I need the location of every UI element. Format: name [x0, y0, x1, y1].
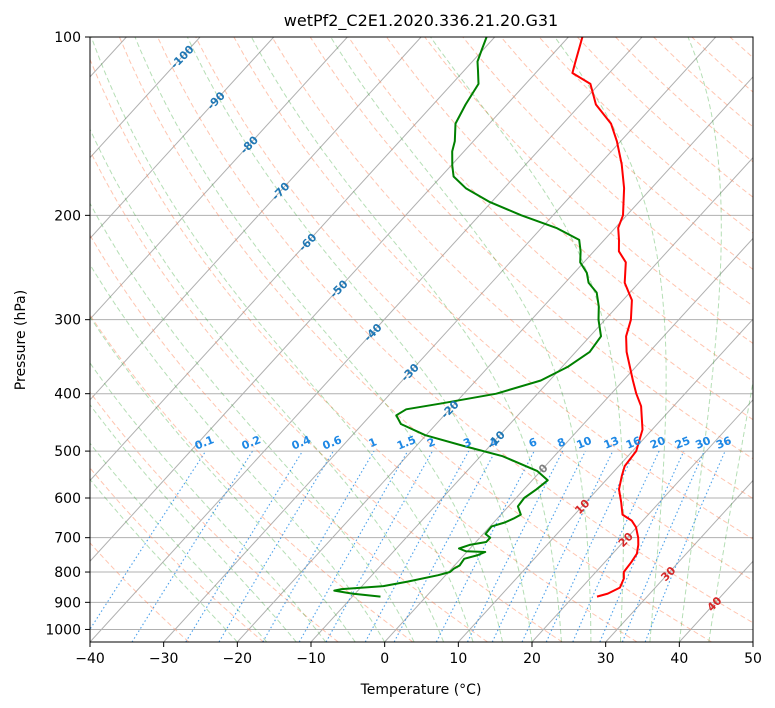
isotherm-line: [384, 237, 753, 642]
y-tick-label: 800: [54, 565, 81, 581]
x-tick-label: −10: [296, 651, 326, 667]
dry-adiabat-line: [90, 58, 638, 642]
mixing-ratio-line: [572, 450, 660, 642]
x-tick-label: 20: [523, 651, 541, 667]
dry-adiabat-line: [157, 37, 753, 624]
y-tick-label: 100: [54, 30, 81, 46]
mixing-ratio-line: [185, 450, 304, 642]
x-tick-label: 30: [597, 651, 615, 667]
y-tick-label: 900: [54, 595, 81, 611]
isotherm-line: [90, 37, 275, 240]
mixing-ratio-line: [467, 450, 564, 642]
dry-adiabat-line: [271, 37, 753, 500]
x-tick-label: 40: [670, 651, 688, 667]
dry-adiabat-line: [424, 37, 753, 344]
dry-adiabat-line: [90, 313, 414, 642]
mixing-ratio-label: 16: [624, 434, 643, 452]
x-tick-label: −20: [223, 651, 253, 667]
dry-adiabat-line: [309, 37, 753, 460]
mixing-ratio-label: 1: [367, 435, 379, 450]
y-tick-label: 1000: [45, 622, 81, 638]
x-tick-label: −40: [75, 651, 105, 667]
moist-adiabat-line: [430, 37, 625, 642]
moist-adiabat-line: [90, 128, 445, 642]
x-tick-label: 10: [449, 651, 467, 667]
x-axis-label: Temperature (°C): [360, 682, 482, 698]
x-tick-label: 0: [380, 651, 389, 667]
isotherm-line: [90, 37, 569, 563]
moist-adiabat-line: [708, 379, 753, 642]
moist-adiabat-line: [554, 37, 667, 642]
mixing-ratio-line: [621, 450, 705, 642]
isotherm-line: [531, 399, 753, 642]
moist-adiabat-line: [90, 403, 297, 642]
moist-adiabat-line: [134, 37, 503, 642]
moist-adiabat-line: [186, 37, 533, 642]
isotherm-line: [605, 479, 753, 642]
isotherm-line: [310, 156, 753, 642]
y-tick-label: 700: [54, 531, 81, 547]
dewpoint-profile-line: [333, 37, 602, 598]
mixing-ratio-line: [393, 450, 496, 642]
mixing-ratio-label: 13: [602, 434, 621, 452]
isotherm-line: [90, 37, 348, 320]
line-labels: 0.1 0.2 0.4 0.6 1 1.5 2 3 4 6 8 10 13 16 20 25 30 36-100-…: [168, 43, 734, 615]
dry-adiabat-line: [233, 37, 753, 540]
isotherm-line: [90, 37, 643, 642]
dry-adiabat-line: [118, 37, 712, 642]
dry-adiabat-line: [90, 149, 563, 642]
isotherm-line: [90, 37, 422, 401]
profile-lines: [333, 37, 644, 598]
isotherm-line: [90, 37, 496, 482]
temperature-profile-line: [571, 37, 644, 598]
moist-adiabat-line: [90, 315, 356, 642]
mixing-ratio-label: 2: [425, 435, 437, 450]
moist-adiabat-line: [90, 263, 386, 642]
mixing-ratio-line: [90, 450, 207, 631]
mixing-ratio-label: 30: [693, 434, 712, 452]
y-tick-label: 200: [54, 208, 81, 224]
y-tick-label: 300: [54, 313, 81, 329]
dry-adiabat-line: [195, 37, 753, 582]
isotherm-line: [90, 37, 201, 159]
mixing-ratio-line: [364, 450, 470, 642]
chart-title: wetPf2_C2E1.2020.336.21.20.G31: [284, 11, 558, 31]
moist-adiabat-line: [90, 37, 474, 642]
y-tick-label: 600: [54, 491, 81, 507]
y-axis-label: Pressure (hPa): [13, 290, 29, 390]
mixing-ratio-line: [644, 450, 726, 642]
plot-frame: [89, 36, 754, 643]
moist-adiabat-line: [90, 202, 415, 642]
mixing-ratio-line: [131, 450, 254, 642]
background-lines: [90, 37, 753, 642]
dry-adiabat-line: [386, 37, 753, 382]
moist-adiabat-line: [90, 442, 268, 642]
isotherm-line: [457, 318, 753, 642]
isotherm-line: [236, 76, 753, 642]
moist-adiabat-line: [330, 37, 592, 642]
y-tick-label: 500: [54, 444, 81, 460]
mixing-ratio-label: 36: [714, 434, 733, 452]
moist-adiabat-line: [90, 478, 238, 642]
x-tick-label: 50: [744, 651, 762, 667]
mixing-ratio-label: 25: [673, 434, 692, 452]
moist-adiabat-line: [678, 37, 722, 642]
isotherm-line: [163, 37, 717, 642]
mixing-ratio-label: 3: [461, 435, 473, 450]
axis-ticks: −40 −30 −20 −10 0 10 20 30 40 50 100 200 300 400 500 60…: [45, 30, 762, 667]
mixing-ratio-label: 20: [648, 434, 667, 452]
mixing-ratio-label: 10: [575, 434, 594, 452]
mixing-ratio-line: [325, 450, 433, 642]
mixing-ratio-label: 8: [555, 435, 567, 450]
y-tick-label: 400: [54, 387, 81, 403]
x-tick-label: −30: [149, 651, 179, 667]
mixing-ratio-line: [599, 450, 685, 642]
